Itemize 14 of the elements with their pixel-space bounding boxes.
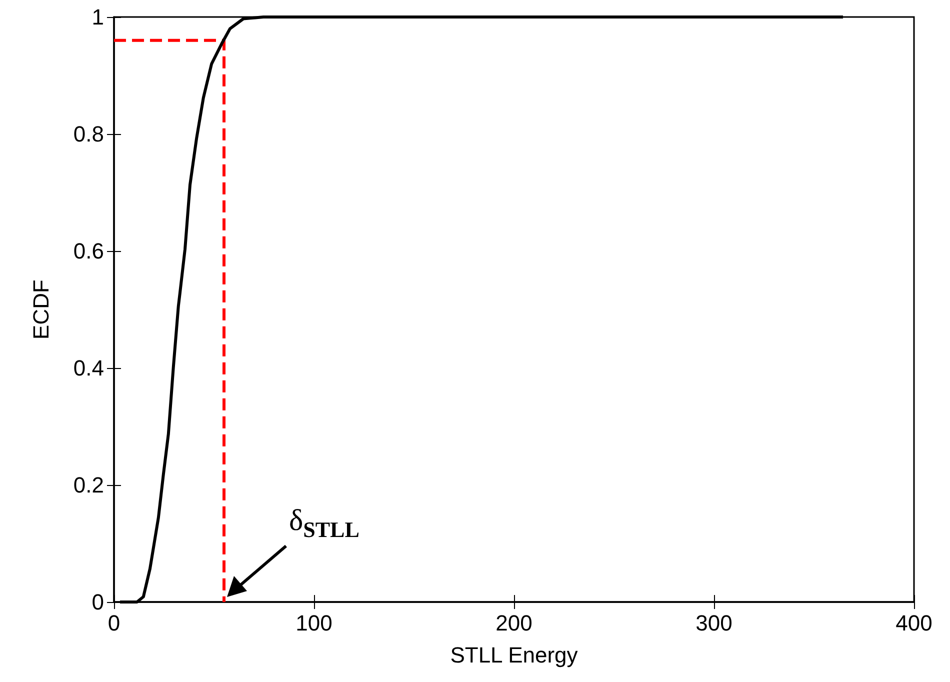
x-tick-label: 300 <box>696 610 732 636</box>
x-axis-title: STLL Energy <box>450 642 578 668</box>
x-tick-label: 200 <box>496 610 532 636</box>
x-tick-label: 100 <box>296 610 332 636</box>
y-tick-label: 0.2 <box>73 472 104 498</box>
y-axis-title: ECDF <box>28 280 54 340</box>
annotation: δ$_{STLL}$ <box>289 504 360 543</box>
y-tick-label: 1 <box>92 4 104 30</box>
y-tick-label: 0.4 <box>73 356 104 380</box>
y-tick-label: 0.6 <box>73 238 104 264</box>
y-tick-label: 0 <box>92 590 104 614</box>
x-tick-label: 400 <box>896 610 932 636</box>
x-tick-label: 0 <box>108 610 120 636</box>
y-tick-label: 0.8 <box>73 122 104 146</box>
